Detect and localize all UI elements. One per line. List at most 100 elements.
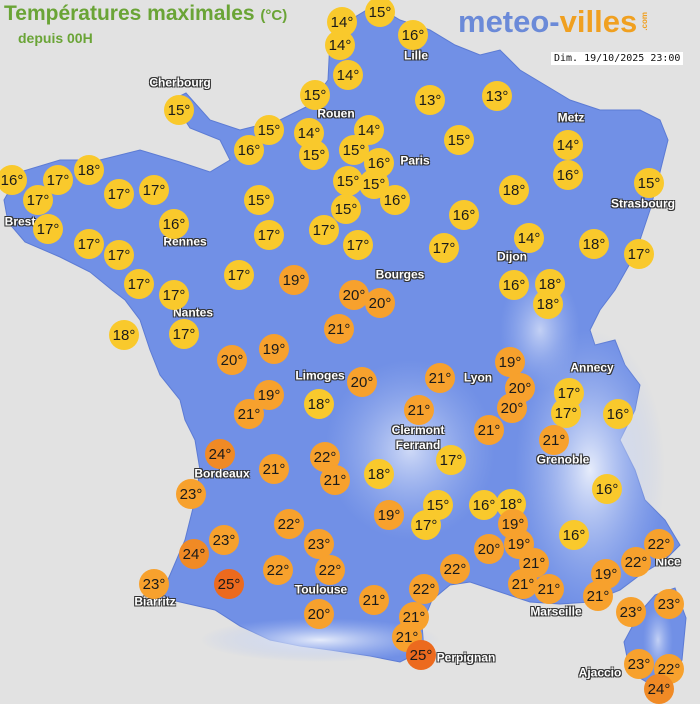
temperature-marker[interactable]: 15° [299, 140, 329, 170]
temperature-marker[interactable]: 20° [365, 288, 395, 318]
temperature-marker[interactable]: 18° [579, 229, 609, 259]
temperature-marker[interactable]: 16° [380, 185, 410, 215]
temperature-marker[interactable]: 21° [583, 581, 613, 611]
temperature-marker[interactable]: 24° [644, 674, 674, 704]
temperature-marker[interactable]: 17° [104, 179, 134, 209]
temperature-marker[interactable]: 21° [474, 415, 504, 445]
temperature-marker[interactable]: 18° [533, 289, 563, 319]
temperature-marker[interactable]: 16° [499, 270, 529, 300]
temperature-marker[interactable]: 17° [43, 165, 73, 195]
temperature-marker[interactable]: 22° [621, 547, 651, 577]
temperature-marker[interactable]: 17° [74, 229, 104, 259]
temperature-marker[interactable]: 21° [425, 363, 455, 393]
temperature-marker[interactable]: 18° [74, 155, 104, 185]
temperature-marker[interactable]: 19° [374, 500, 404, 530]
temperature-marker[interactable]: 21° [519, 548, 549, 578]
temperature-marker[interactable]: 24° [179, 539, 209, 569]
temperature-marker[interactable]: 17° [411, 510, 441, 540]
temperature-marker[interactable]: 17° [139, 175, 169, 205]
temperature-marker[interactable]: 19° [259, 334, 289, 364]
temperature-marker[interactable]: 23° [624, 649, 654, 679]
temperature-marker[interactable]: 18° [304, 389, 334, 419]
temperature-marker[interactable]: 21° [359, 585, 389, 615]
temperature-marker[interactable]: 17° [23, 185, 53, 215]
temperature-marker[interactable]: 13° [482, 81, 512, 111]
temperature-marker[interactable]: 17° [169, 319, 199, 349]
temperature-marker[interactable]: 20° [304, 599, 334, 629]
temperature-marker[interactable]: 21° [324, 314, 354, 344]
temperature-marker[interactable]: 22° [440, 554, 470, 584]
temperature-marker[interactable]: 16° [234, 135, 264, 165]
temperature-marker[interactable]: 23° [654, 589, 684, 619]
temperature-marker[interactable]: 20° [347, 367, 377, 397]
temperature-marker[interactable]: 19° [495, 347, 525, 377]
temperature-marker[interactable]: 15° [333, 166, 363, 196]
temperature-marker[interactable]: 21° [234, 399, 264, 429]
temperature-marker[interactable]: 17° [551, 398, 581, 428]
temperature-marker[interactable]: 17° [159, 280, 189, 310]
temperature-marker[interactable]: 13° [415, 85, 445, 115]
temperature-marker[interactable]: 16° [0, 165, 27, 195]
temperature-marker[interactable]: 19° [504, 529, 534, 559]
temperature-marker[interactable]: 23° [304, 529, 334, 559]
temperature-marker[interactable]: 14° [514, 223, 544, 253]
temperature-marker[interactable]: 22° [315, 555, 345, 585]
temperature-marker[interactable]: 22° [409, 574, 439, 604]
temperature-marker[interactable]: 16° [559, 520, 589, 550]
temperature-marker[interactable]: 18° [109, 320, 139, 350]
temperature-marker[interactable]: 16° [159, 209, 189, 239]
temperature-marker[interactable]: 22° [274, 509, 304, 539]
temperature-marker[interactable]: 21° [320, 465, 350, 495]
temperature-marker[interactable]: 21° [404, 395, 434, 425]
temperature-marker[interactable]: 23° [209, 525, 239, 555]
temperature-marker[interactable]: 25° [214, 569, 244, 599]
temperature-marker[interactable]: 15° [164, 95, 194, 125]
temperature-marker[interactable]: 19° [254, 380, 284, 410]
city-label-biarritz: Biarritz [134, 594, 176, 609]
temperature-marker[interactable]: 21° [508, 569, 538, 599]
temperature-marker[interactable]: 20° [339, 280, 369, 310]
temperature-marker[interactable]: 14° [325, 30, 355, 60]
temperature-marker[interactable]: 21° [259, 454, 289, 484]
temperature-marker[interactable]: 24° [205, 439, 235, 469]
temperature-marker[interactable]: 17° [33, 214, 63, 244]
temperature-marker[interactable]: 15° [444, 125, 474, 155]
temperature-marker[interactable]: 17° [104, 240, 134, 270]
temperature-marker[interactable]: 17° [436, 445, 466, 475]
temperature-marker[interactable]: 16° [449, 200, 479, 230]
temperature-marker[interactable]: 23° [139, 569, 169, 599]
temperature-marker[interactable]: 15° [365, 0, 395, 27]
temperature-marker[interactable]: 23° [176, 479, 206, 509]
temperature-marker[interactable]: 15° [300, 80, 330, 110]
temperature-marker[interactable]: 14° [333, 60, 363, 90]
temperature-marker[interactable]: 20° [474, 534, 504, 564]
temperature-marker[interactable]: 18° [499, 175, 529, 205]
temperature-marker[interactable]: 22° [644, 529, 674, 559]
temperature-marker[interactable]: 17° [429, 233, 459, 263]
temperature-marker[interactable]: 21° [534, 574, 564, 604]
temperature-marker[interactable]: 23° [616, 597, 646, 627]
temperature-marker[interactable]: 21° [539, 425, 569, 455]
temperature-marker[interactable]: 16° [553, 160, 583, 190]
temperature-marker[interactable]: 20° [497, 393, 527, 423]
temperature-marker[interactable]: 17° [254, 220, 284, 250]
temperature-marker[interactable]: 17° [624, 239, 654, 269]
temperature-marker[interactable]: 16° [603, 399, 633, 429]
temperature-marker[interactable]: 17° [224, 260, 254, 290]
temperature-marker[interactable]: 14° [553, 130, 583, 160]
temperature-marker[interactable]: 15° [634, 168, 664, 198]
temperature-marker[interactable]: 17° [124, 269, 154, 299]
temperature-marker[interactable]: 16° [398, 20, 428, 50]
temperature-marker[interactable]: 17° [343, 230, 373, 260]
temperature-marker[interactable]: 17° [309, 215, 339, 245]
temperature-marker[interactable]: 22° [263, 555, 293, 585]
temperature-marker[interactable]: 19° [279, 265, 309, 295]
temperature-marker[interactable]: 18° [364, 459, 394, 489]
temperature-marker[interactable]: 25° [406, 640, 436, 670]
temperature-marker[interactable]: 15° [244, 185, 274, 215]
temperature-marker[interactable]: 16° [592, 474, 622, 504]
temperature-marker[interactable]: 15° [331, 194, 361, 224]
temperature-marker[interactable]: 14° [354, 115, 384, 145]
temperature-marker[interactable]: 16° [469, 490, 499, 520]
temperature-marker[interactable]: 20° [217, 345, 247, 375]
